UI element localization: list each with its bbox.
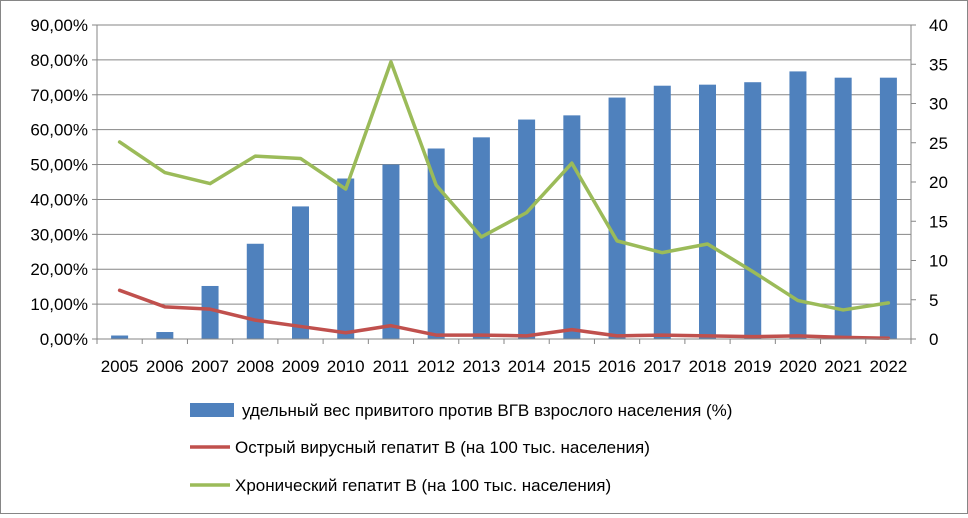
right-axis-tick-label: 5 <box>929 291 938 310</box>
bar <box>156 332 174 339</box>
bar <box>789 71 807 339</box>
legend-item: Острый вирусный гепатит В (на 100 тыс. н… <box>190 438 650 457</box>
bar <box>201 285 219 339</box>
left-axis-tick-label: 30,00% <box>30 225 88 244</box>
legend: удельный вес привитого против ВГВ взросл… <box>190 401 732 495</box>
bar <box>518 119 536 339</box>
left-axis-tick-label: 90,00% <box>30 16 88 35</box>
bar <box>246 243 264 339</box>
right-axis-tick-label: 30 <box>929 95 948 114</box>
x-axis-tick-label: 2018 <box>689 357 727 376</box>
left-axis-tick-label: 20,00% <box>30 260 88 279</box>
bar <box>699 84 716 339</box>
right-axis-tick-label: 15 <box>929 212 948 231</box>
x-axis-tick-label: 2021 <box>824 357 862 376</box>
x-axis-tick-label: 2016 <box>598 357 636 376</box>
bar <box>337 178 355 339</box>
x-axis-tick-label: 2005 <box>101 357 139 376</box>
x-axis-tick-label: 2009 <box>282 357 320 376</box>
x-axis-tick-label: 2012 <box>417 357 455 376</box>
x-axis-tick-label: 2020 <box>779 357 817 376</box>
axes: 0,00% 10,00% 20,00% 30,00% 40,00% 50,00% 60,00… <box>30 16 948 376</box>
left-axis-tick-label: 10,00% <box>30 295 88 314</box>
left-axis-tick-label: 70,00% <box>30 86 88 105</box>
x-axis-tick-label: 2022 <box>869 357 907 376</box>
line-series <box>117 60 891 340</box>
bar <box>111 335 129 339</box>
bar <box>879 77 897 339</box>
x-axis-tick-label: 2017 <box>643 357 681 376</box>
right-axis-tick-label: 35 <box>929 55 948 74</box>
x-axis-tick-label: 2014 <box>508 357 546 376</box>
right-axis-tick-label: 20 <box>929 173 948 192</box>
x-axis-tick-label: 2006 <box>146 357 184 376</box>
bar <box>653 85 671 339</box>
x-axis-tick-label: 2011 <box>373 357 410 376</box>
legend-label: удельный вес привитого против ВГВ взросл… <box>242 401 732 420</box>
bar <box>834 77 852 339</box>
bar <box>744 82 762 340</box>
left-axis-tick-label: 50,00% <box>30 156 88 175</box>
right-axis-tick-label: 40 <box>929 16 948 35</box>
x-axis-tick-label: 2015 <box>553 357 591 376</box>
legend-label: Хронический гепатит В (на 100 тыс. насел… <box>235 476 611 495</box>
gridlines <box>97 24 911 305</box>
bar <box>382 164 400 339</box>
bar <box>292 206 309 339</box>
x-axis-tick-label: 2007 <box>191 357 229 376</box>
series-line <box>117 60 891 312</box>
legend-item: удельный вес привитого против ВГВ взросл… <box>190 401 732 420</box>
legend-swatch-bar <box>190 403 234 417</box>
x-axis-tick-label: 2010 <box>327 357 365 376</box>
bar <box>608 97 626 340</box>
left-axis-tick-label: 40,00% <box>30 190 88 209</box>
x-axis-tick-label: 2013 <box>462 357 500 376</box>
bar-series <box>111 71 897 340</box>
x-axis-tick-label: 2008 <box>236 357 274 376</box>
legend-item: Хронический гепатит В (на 100 тыс. насел… <box>190 476 611 495</box>
x-axis-tick-label: 2019 <box>734 357 772 376</box>
right-axis-tick-label: 10 <box>929 252 948 271</box>
right-axis-tick-label: 25 <box>929 134 948 153</box>
bar <box>427 148 445 339</box>
legend-label: Острый вирусный гепатит В (на 100 тыс. н… <box>235 438 650 457</box>
left-axis-tick-label: 0,00% <box>40 330 88 349</box>
right-axis-tick-label: 0 <box>929 330 938 349</box>
bar <box>563 115 581 340</box>
left-axis-tick-label: 80,00% <box>30 51 88 70</box>
left-axis-tick-label: 60,00% <box>30 121 88 140</box>
series-line <box>117 288 891 340</box>
